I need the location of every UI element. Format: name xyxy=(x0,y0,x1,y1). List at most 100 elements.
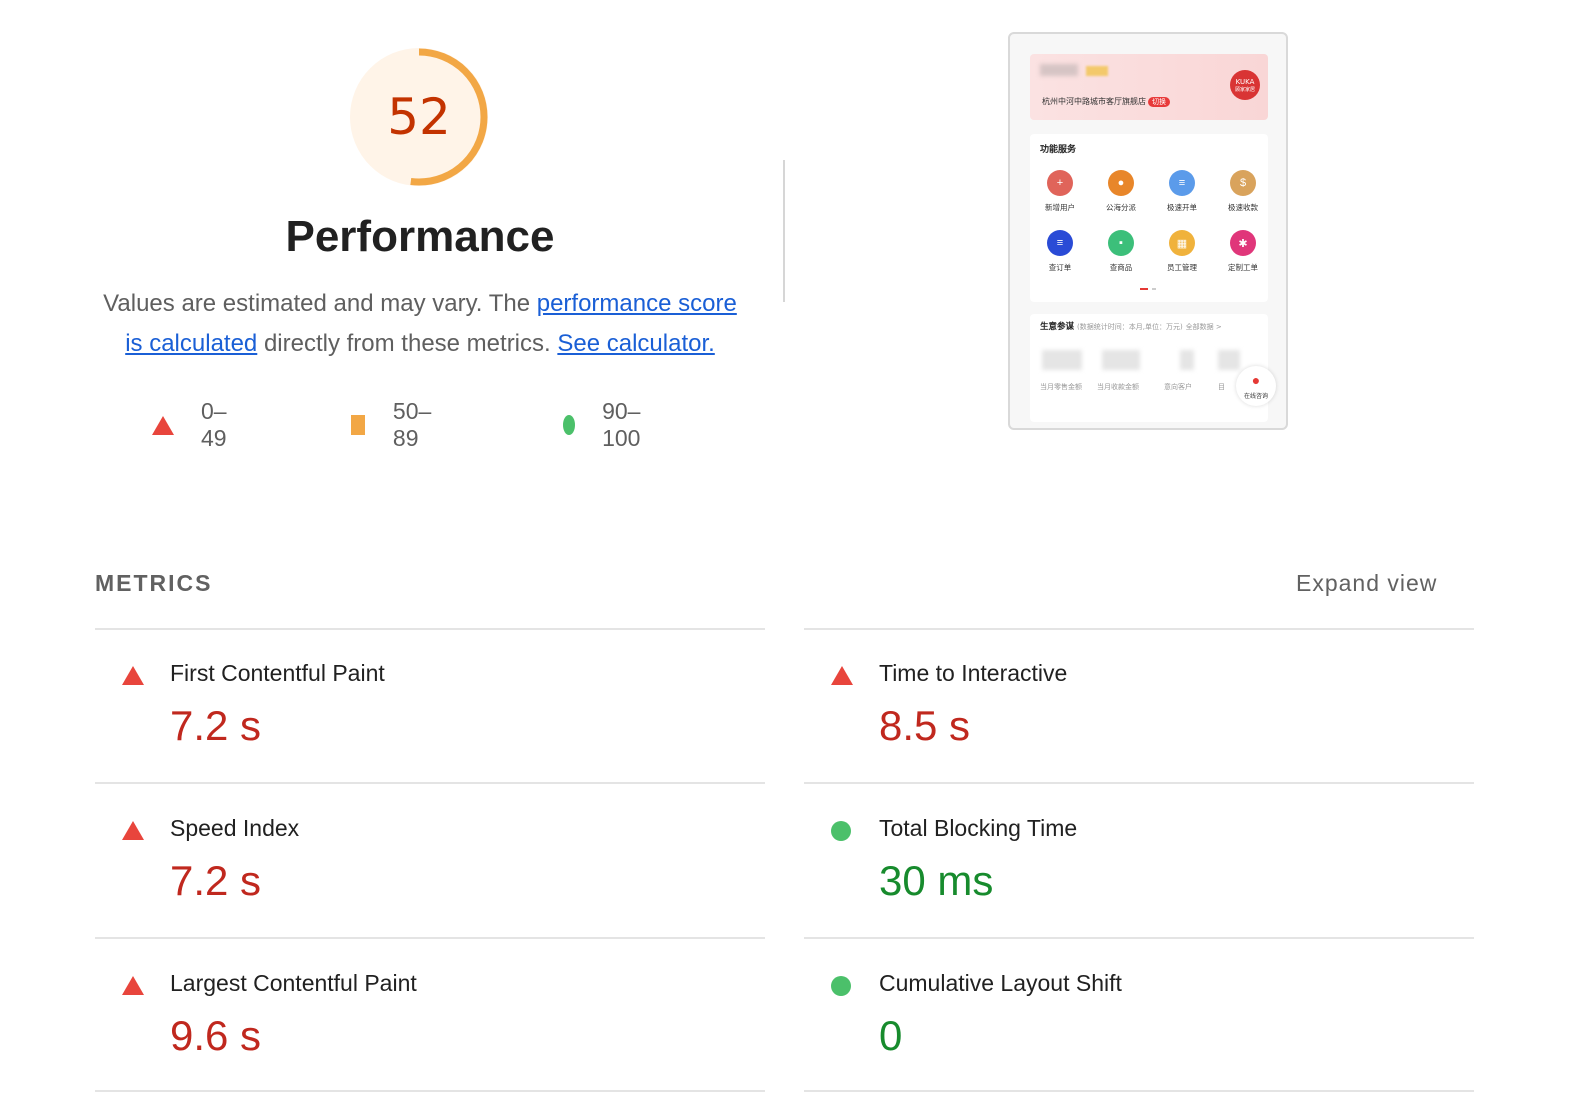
agent-icon: ● xyxy=(1251,372,1261,388)
circle-icon xyxy=(563,415,576,435)
blurred-text xyxy=(1040,64,1078,76)
service-label: 定制工单 xyxy=(1228,263,1258,272)
triangle-icon xyxy=(831,666,853,685)
category-title: Performance xyxy=(285,212,555,261)
store-name-text: 杭州中河中路城市客厅旗舰店 xyxy=(1042,97,1146,106)
service-item: $ 极速收款 xyxy=(1213,170,1273,213)
service-label: 公海分派 xyxy=(1106,203,1136,212)
metric-label: Total Blocking Time xyxy=(879,815,1078,841)
metric-divider xyxy=(804,1090,1474,1092)
kuka-logo-text: KUKA 顾家家居 xyxy=(1235,78,1255,93)
logo-text: KUKA xyxy=(1235,77,1255,86)
square-icon xyxy=(351,415,365,435)
legend-fail: 0–49 xyxy=(152,398,227,452)
circle-icon xyxy=(831,821,851,841)
service-item: + 新增用户 xyxy=(1030,170,1090,213)
legend-average-label: 50–89 xyxy=(392,398,432,451)
metric-divider xyxy=(95,1090,765,1092)
switch-store-button: 切换 xyxy=(1148,97,1170,107)
pager-dot xyxy=(1152,288,1156,290)
metric-divider xyxy=(95,782,765,784)
metric-label: First Contentful Paint xyxy=(170,660,385,686)
service-label: 员工管理 xyxy=(1167,263,1197,272)
metric-divider xyxy=(804,937,1474,939)
biz-title-text: 生意参谋 xyxy=(1040,322,1075,332)
final-screenshot-thumbnail[interactable]: 杭州中河中路城市客厅旗舰店 切换 KUKA 顾家家居 功能服务 + 新增用户 ● 公海分… xyxy=(1008,32,1288,430)
services-card: 功能服务 + 新增用户 ● 公海分派 ≡ 极速开单 $ 极速收款 ≡ 查订单 ▪ 查商品 ▦ 员工管理 ✱ 定… xyxy=(1030,134,1268,302)
logo-subtext: 顾家家居 xyxy=(1234,86,1255,93)
goods-icon: ▪ xyxy=(1108,230,1134,256)
biz-label: 当月零售金额 xyxy=(1040,383,1082,391)
legend-average: 50–89 xyxy=(351,398,437,452)
legend-pass: 90–100 xyxy=(563,398,648,452)
vertical-divider xyxy=(783,160,785,302)
triangle-icon xyxy=(152,415,174,435)
blurred-value xyxy=(1042,350,1082,370)
description-mid: directly from these metrics. xyxy=(257,330,558,357)
legend-pass-label: 90–100 xyxy=(602,398,641,451)
performance-score: 52 xyxy=(387,88,451,146)
metric-speed-index: Speed Index 7.2 s xyxy=(95,783,765,937)
performance-gauge: 52 xyxy=(346,44,492,190)
service-label: 极速开单 xyxy=(1167,203,1197,212)
blurred-badge xyxy=(1086,66,1108,76)
biz-label: 当月收款金额 xyxy=(1097,383,1139,391)
service-item: ● 公海分派 xyxy=(1091,170,1151,213)
money-bag-icon: $ xyxy=(1230,170,1256,196)
document-icon: ≡ xyxy=(1169,170,1195,196)
metrics-header: METRICS xyxy=(95,570,213,596)
biz-subtitle: (数据统计时间：本月,单位：万元) xyxy=(1076,323,1183,331)
metric-label: Time to Interactive xyxy=(879,660,1068,686)
store-name: 杭州中河中路城市客厅旗舰店 切换 xyxy=(1042,96,1170,107)
service-label: 新增用户 xyxy=(1045,203,1075,212)
metric-label: Cumulative Layout Shift xyxy=(879,970,1122,996)
consult-label: 在线咨询 xyxy=(1243,393,1268,400)
metric-largest-contentful-paint: Largest Contentful Paint 9.6 s xyxy=(95,938,765,1092)
service-item: ▦ 员工管理 xyxy=(1152,230,1212,273)
metric-value: 30 ms xyxy=(879,857,994,904)
kuka-logo: KUKA 顾家家居 xyxy=(1230,70,1260,100)
triangle-icon xyxy=(122,976,144,995)
expand-view-toggle[interactable]: Expand view xyxy=(1296,570,1438,596)
see-calculator-link[interactable]: See calculator. xyxy=(557,330,715,357)
service-label: 查订单 xyxy=(1048,263,1072,272)
metric-value: 9.6 s xyxy=(170,1012,262,1059)
thumb-store-header: 杭州中河中路城市客厅旗舰店 切换 KUKA 顾家家居 xyxy=(1030,54,1268,120)
blurred-value xyxy=(1102,350,1140,370)
biz-label: 意向客户 xyxy=(1164,383,1192,391)
metric-divider xyxy=(804,628,1474,630)
blurred-value xyxy=(1180,350,1194,370)
user-add-icon: + xyxy=(1047,170,1073,196)
metric-label: Largest Contentful Paint xyxy=(170,970,417,996)
metric-divider xyxy=(95,628,765,630)
gear-icon: ✱ xyxy=(1230,230,1256,256)
metric-divider xyxy=(804,782,1474,784)
performance-score-link[interactable]: performance score is calculated xyxy=(125,290,737,357)
metric-cumulative-layout-shift: Cumulative Layout Shift 0 xyxy=(804,938,1474,1092)
pager-active-dot xyxy=(1140,288,1148,290)
triangle-icon xyxy=(122,666,144,685)
metric-value: 0 xyxy=(879,1012,903,1059)
service-item: ▪ 查商品 xyxy=(1091,230,1151,273)
order-icon: ≡ xyxy=(1047,230,1073,256)
service-label: 极速收款 xyxy=(1228,203,1258,212)
metric-total-blocking-time: Total Blocking Time 30 ms xyxy=(804,783,1474,937)
biz-label: 目 xyxy=(1218,383,1225,391)
biz-title: 生意参谋 (数据统计时间：本月,单位：万元) 全部数据 > xyxy=(1040,320,1222,332)
business-card: 生意参谋 (数据统计时间：本月,单位：万元) 全部数据 > 当月零售金额 当月收… xyxy=(1030,314,1276,422)
metric-value: 8.5 s xyxy=(879,702,971,749)
service-item: ≡ 查订单 xyxy=(1030,230,1090,273)
score-description: Values are estimated and may vary. The p… xyxy=(100,284,740,364)
service-item: ≡ 极速开单 xyxy=(1152,170,1212,213)
metric-label: Speed Index xyxy=(170,815,300,841)
services-title: 功能服务 xyxy=(1040,145,1077,155)
service-label: 查商品 xyxy=(1109,263,1133,272)
metric-divider xyxy=(95,937,765,939)
legend-fail-label: 0–49 xyxy=(201,398,227,451)
online-consult-button: ● 在线咨询 xyxy=(1236,366,1276,406)
blurred-value xyxy=(1218,350,1240,370)
gauge-ring xyxy=(350,48,488,186)
triangle-icon xyxy=(122,821,144,840)
user-icon: ● xyxy=(1108,170,1134,196)
staff-icon: ▦ xyxy=(1169,230,1195,256)
